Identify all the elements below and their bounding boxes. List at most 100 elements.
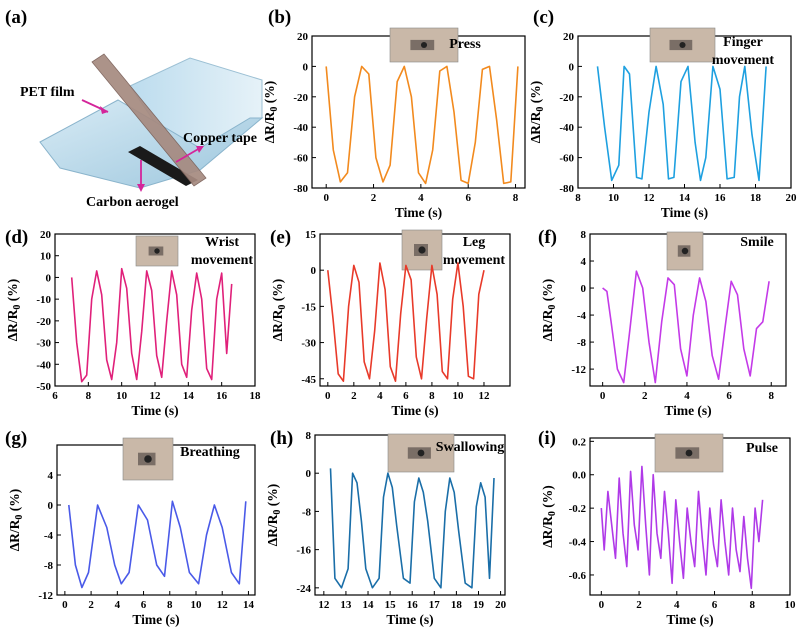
x-tick-label-g-4: 8 xyxy=(167,599,173,611)
y-tick-label-c-4: 0 xyxy=(569,61,575,73)
y-tick-label-e-1: -30 xyxy=(301,338,316,350)
sensor-photo-b xyxy=(389,27,459,63)
y-tick-label-e-4: 15 xyxy=(305,229,317,241)
chart-panel-b: (b) Press 0 2 4 6 8 -80 -60 -40 -20 0 20 Time (s) ΔR/R… xyxy=(262,7,526,220)
x-tick-label-h-0: 12 xyxy=(318,599,330,611)
y-tick-label-e-3: 0 xyxy=(311,265,317,277)
x-tick-label-i-0: 0 xyxy=(599,599,605,611)
sensor-photo-d xyxy=(135,235,179,267)
y-tick-label-c-1: -60 xyxy=(559,153,574,165)
y-tick-label-g-0: -12 xyxy=(38,590,53,602)
x-tick-label-b-3: 6 xyxy=(465,192,471,204)
y-tick-label-b-5: 20 xyxy=(297,31,309,43)
panel-label-b: (b) xyxy=(268,7,291,28)
x-axis-label-i: Time (s) xyxy=(666,612,713,627)
panel-label-e: (e) xyxy=(270,227,291,248)
x-tick-label-c-1: 10 xyxy=(608,192,620,204)
y-tick-label-f-3: 0 xyxy=(581,283,587,295)
schematic-panel: (a) PET film Copper tape Carbon aerogel xyxy=(5,7,264,210)
annotation-d-0: Wrist xyxy=(205,235,239,250)
y-tick-label-c-3: -20 xyxy=(559,92,574,104)
x-tick-label-e-1: 2 xyxy=(351,390,357,402)
y-axis-label-c: ΔR/R0 (%) xyxy=(528,81,546,144)
x-tick-label-b-2: 4 xyxy=(418,192,424,204)
x-axis-label-b: Time (s) xyxy=(395,205,442,220)
x-tick-label-c-5: 18 xyxy=(750,192,762,204)
y-tick-label-c-0: -80 xyxy=(559,183,574,195)
x-tick-label-e-6: 12 xyxy=(478,390,490,402)
x-tick-label-g-2: 4 xyxy=(115,599,121,611)
series-line-h xyxy=(329,468,495,589)
y-tick-label-d-3: -20 xyxy=(36,316,51,328)
x-tick-label-b-4: 8 xyxy=(513,192,519,204)
x-tick-label-f-1: 2 xyxy=(642,390,648,402)
y-tick-label-b-4: 0 xyxy=(303,61,309,73)
x-tick-label-e-0: 0 xyxy=(325,390,331,402)
annotation-g-0: Breathing xyxy=(180,445,240,460)
y-tick-label-d-1: -40 xyxy=(36,359,51,371)
chart-panel-f: (f) Smile 0 2 4 6 8 -12 -8 -4 0 4 8 Time (s) ΔR/R0 (%) xyxy=(538,227,787,418)
x-tick-label-d-4: 14 xyxy=(183,390,195,402)
x-tick-label-g-5: 10 xyxy=(190,599,202,611)
annotation-i-0: Pulse xyxy=(746,441,778,456)
series-line-c xyxy=(596,65,767,182)
x-axis-label-e: Time (s) xyxy=(391,403,438,418)
x-axis-label-c: Time (s) xyxy=(661,205,708,220)
x-tick-label-f-4: 8 xyxy=(768,390,774,402)
x-tick-label-c-0: 8 xyxy=(575,192,581,204)
sensor-photo-g xyxy=(122,437,174,481)
y-tick-label-i-4: 0.2 xyxy=(572,436,586,448)
x-tick-label-i-3: 6 xyxy=(712,599,718,611)
y-tick-label-i-2: -0.2 xyxy=(569,503,587,515)
y-tick-label-d-0: -50 xyxy=(36,381,51,393)
x-tick-label-f-0: 0 xyxy=(600,390,606,402)
panel-label-d: (d) xyxy=(5,227,28,248)
y-tick-label-g-4: 4 xyxy=(48,470,54,482)
x-tick-label-d-6: 18 xyxy=(250,390,262,402)
y-axis-label-b: ΔR/R0 (%) xyxy=(262,81,280,144)
y-tick-label-b-0: -80 xyxy=(293,183,308,195)
x-tick-label-e-5: 10 xyxy=(452,390,464,402)
x-tick-label-c-6: 20 xyxy=(786,192,798,204)
x-axis-label-g: Time (s) xyxy=(132,612,179,627)
x-tick-label-h-8: 20 xyxy=(495,599,507,611)
panel-label-g: (g) xyxy=(5,428,27,449)
panel-label-c: (c) xyxy=(533,7,554,28)
pet-film-label: PET film xyxy=(20,85,75,100)
x-tick-label-c-2: 12 xyxy=(644,192,656,204)
y-tick-label-d-4: -10 xyxy=(36,294,51,306)
y-tick-label-f-4: 4 xyxy=(581,256,587,268)
x-tick-label-h-3: 15 xyxy=(385,599,397,611)
series-line-i xyxy=(600,465,764,590)
y-axis-label-h: ΔR/R0 (%) xyxy=(265,484,283,547)
chart-panel-g: (g) Breathing 0 2 4 6 8 10 12 14 -12 -8 -4 0 4 Time (s)… xyxy=(5,428,256,627)
carbon-aerogel-block xyxy=(128,146,198,186)
x-tick-label-g-7: 14 xyxy=(243,599,255,611)
x-tick-label-h-4: 16 xyxy=(407,599,419,611)
x-tick-label-c-3: 14 xyxy=(679,192,691,204)
x-tick-label-d-1: 8 xyxy=(86,390,92,402)
y-tick-label-g-1: -8 xyxy=(44,560,54,572)
x-tick-label-b-1: 2 xyxy=(371,192,377,204)
x-tick-label-e-2: 4 xyxy=(377,390,383,402)
y-tick-label-i-3: 0.0 xyxy=(572,470,586,482)
y-tick-label-d-7: 20 xyxy=(40,229,52,241)
x-tick-label-c-4: 16 xyxy=(715,192,727,204)
x-tick-label-h-7: 19 xyxy=(473,599,485,611)
annotation-c-0: Finger xyxy=(723,35,763,50)
y-tick-label-i-0: -0.6 xyxy=(569,570,587,582)
x-axis-label-d: Time (s) xyxy=(131,403,178,418)
y-tick-label-h-4: 8 xyxy=(306,430,312,442)
annotation-d-1: movement xyxy=(191,253,254,268)
sensor-photo-e xyxy=(401,229,443,271)
annotation-e-0: Leg xyxy=(463,235,486,250)
y-tick-label-d-5: 0 xyxy=(46,272,52,284)
y-tick-label-f-1: -8 xyxy=(577,337,587,349)
series-line-f xyxy=(602,270,770,384)
y-tick-label-h-2: -8 xyxy=(302,506,312,518)
y-tick-label-h-1: -16 xyxy=(296,545,311,557)
x-tick-label-g-0: 0 xyxy=(62,599,68,611)
y-tick-label-h-3: 0 xyxy=(306,468,312,480)
series-line-g xyxy=(68,500,247,589)
annotation-h-0: Swallowing xyxy=(436,440,504,455)
